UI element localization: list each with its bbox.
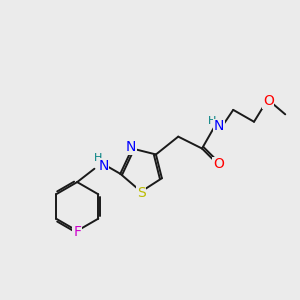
Text: H: H [94,153,102,164]
Text: N: N [214,119,224,133]
Text: N: N [125,140,136,154]
Text: H: H [208,116,217,126]
Text: O: O [263,94,274,108]
Text: O: O [213,157,224,171]
Text: S: S [137,186,146,200]
Text: N: N [98,159,109,173]
Text: F: F [73,225,81,239]
